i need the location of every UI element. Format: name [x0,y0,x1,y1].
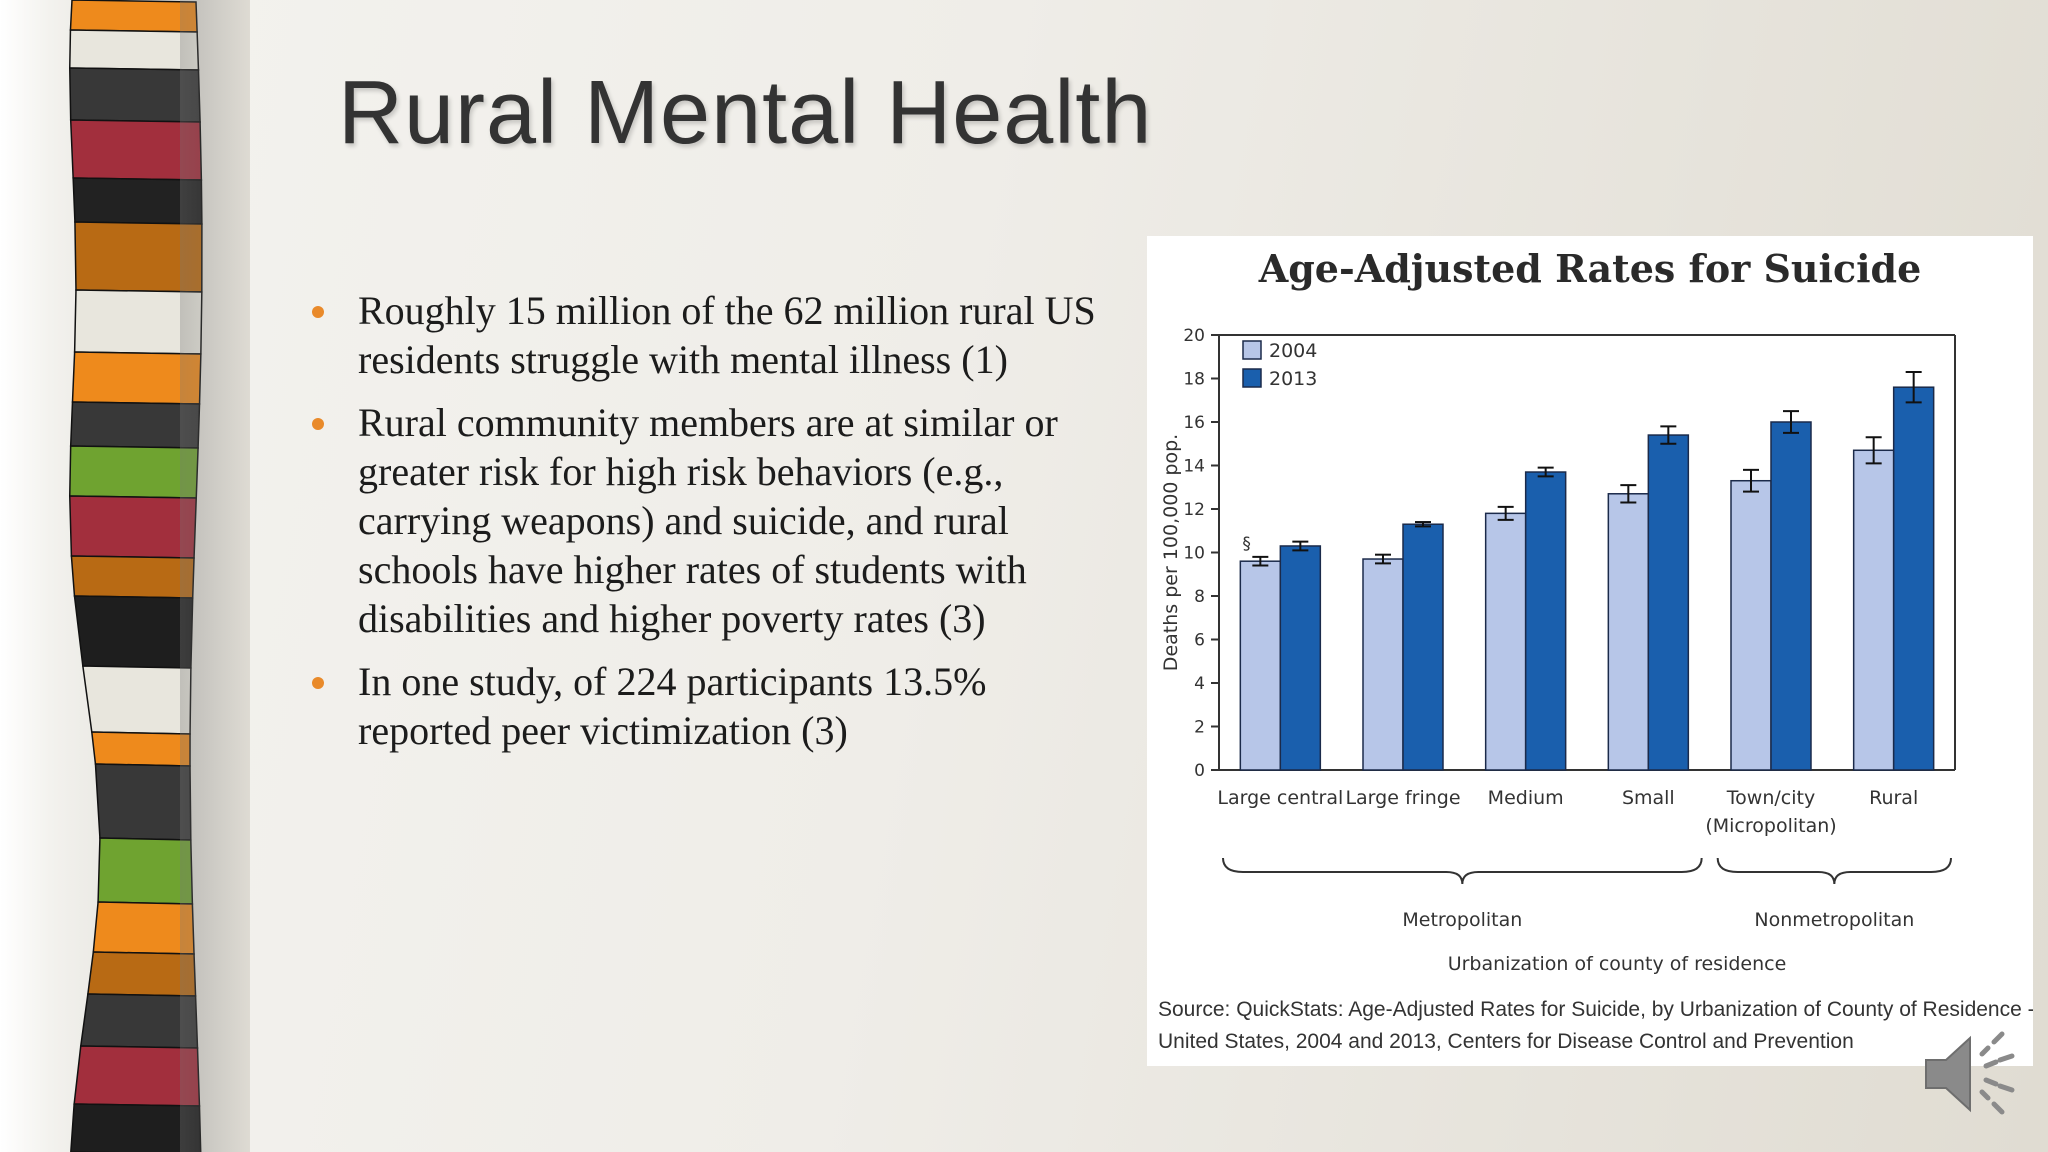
chart-image-panel: Age-Adjusted Rates for Suicide Deaths pe… [1147,236,2033,1066]
bar-2013 [1524,471,1567,771]
bar-2013 [1402,523,1444,771]
annotation-mark: § [1242,534,1251,554]
ribbon-stripe [97,837,194,905]
bar-2004 [1362,558,1404,771]
ribbon-stripe [90,731,191,767]
bullet-dot-icon [312,306,324,318]
bullet-item: Roughly 15 million of the 62 million rur… [300,286,1100,384]
y-tick-label: 0 [1194,761,1205,781]
category-label: Small [1622,787,1675,809]
bullet-item: In one study, of 224 participants 13.5% … [300,657,1100,755]
y-axis-label: Deaths per 100,000 pop. [1160,434,1182,671]
bullet-item: Rural community members are at similar o… [300,398,1100,643]
bar-2004 [1730,479,1772,771]
bullet-text: In one study, of 224 participants 13.5% … [358,659,987,753]
y-tick-label: 20 [1183,326,1205,346]
bar-2004 [1484,512,1527,771]
ribbon-shadow [180,0,250,1152]
ribbon-stripe [69,0,198,33]
bullet-list: Roughly 15 million of the 62 million rur… [300,286,1100,769]
metropolitan-brace [1222,857,1703,885]
ribbon-stripe [68,495,198,559]
source-line-1: Source: QuickStats: Age-Adjusted Rates f… [1158,998,2033,1021]
nonmetropolitan-brace [1716,857,1952,885]
ribbon-stripe [73,595,194,669]
category-label-line2: (Micropolitan) [1705,815,1836,837]
suicide-rates-bar-chart: Age-Adjusted Rates for Suicide Deaths pe… [1158,246,2033,1053]
y-tick-label: 6 [1194,631,1205,651]
chart-title: Age-Adjusted Rates for Suicide [1258,246,1922,291]
ribbon-stripe [92,901,195,955]
bar-2013 [1279,545,1322,771]
y-tick-label: 10 [1183,544,1205,564]
bar-2004 [1607,493,1650,771]
category-label: Town/city [1726,787,1815,809]
y-tick-label: 2 [1194,718,1205,738]
ribbon-stripe [70,555,195,599]
decorative-side-bar [0,0,250,1152]
speaker-icon[interactable] [1918,1024,2022,1124]
legend-swatch-2013 [1242,368,1262,388]
slide-title: Rural Mental Health [338,63,1153,163]
y-tick-label: 16 [1183,413,1205,433]
bar-2013 [1892,386,1935,771]
legend-label: 2004 [1269,340,1317,362]
category-label: Large central [1217,787,1343,809]
ribbon-stripe [94,763,192,841]
category-label: Rural [1869,787,1918,809]
x-axis-label: Urbanization of county of residence [1448,953,1787,975]
category-label: Medium [1488,787,1564,809]
legend-label: 2013 [1269,368,1317,390]
y-tick-label: 14 [1183,457,1205,477]
bar-2004 [1239,560,1282,771]
group-label-metropolitan: Metropolitan [1402,909,1522,931]
bar-2004 [1852,449,1895,771]
ribbon-stripe [68,445,199,499]
category-label: Large fringe [1345,787,1460,809]
ribbon-stripe [81,665,192,735]
legend-swatch-2004 [1242,340,1262,360]
bullet-dot-icon [312,418,324,430]
y-tick-label: 12 [1183,500,1205,520]
striped-ribbon-decoration [68,0,203,1152]
bullet-dot-icon [312,677,324,689]
bar-2013 [1647,434,1690,771]
group-label-nonmetropolitan: Nonmetropolitan [1754,909,1914,931]
y-tick-label: 4 [1194,674,1205,694]
bullet-text: Roughly 15 million of the 62 million rur… [358,288,1096,382]
source-line-2: United States, 2004 and 2013, Centers fo… [1158,1030,1854,1053]
bar-2013 [1770,421,1812,771]
bullet-text: Rural community members are at similar o… [358,400,1058,641]
ribbon-stripe [70,1103,202,1152]
y-tick-label: 18 [1183,370,1205,390]
y-tick-label: 8 [1194,587,1205,607]
